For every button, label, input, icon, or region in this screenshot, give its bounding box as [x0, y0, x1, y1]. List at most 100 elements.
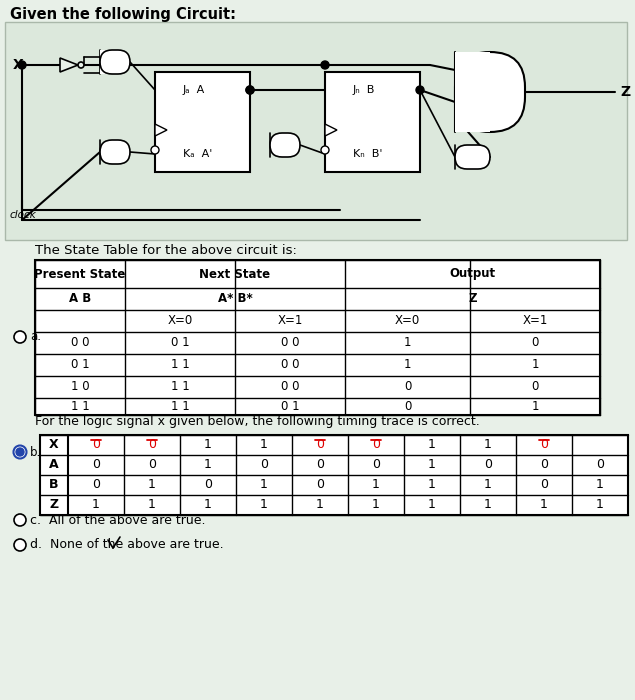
Text: Z: Z — [50, 498, 58, 512]
Circle shape — [246, 86, 254, 94]
Circle shape — [151, 146, 159, 154]
Text: 1: 1 — [531, 400, 538, 414]
Text: 1: 1 — [596, 498, 604, 512]
Text: X: X — [13, 58, 23, 72]
Text: 1: 1 — [372, 479, 380, 491]
Text: 1: 1 — [204, 438, 212, 452]
Text: 1: 1 — [531, 358, 538, 372]
Circle shape — [16, 448, 24, 456]
Text: d.  None of the above are true.: d. None of the above are true. — [30, 538, 224, 552]
Text: 1: 1 — [484, 438, 492, 452]
Text: 0: 0 — [531, 337, 538, 349]
Text: X=0: X=0 — [395, 314, 420, 328]
Bar — [100, 50, 117, 74]
Circle shape — [321, 146, 329, 154]
Text: 0 0: 0 0 — [281, 337, 299, 349]
Bar — [325, 72, 420, 172]
Text: 1: 1 — [92, 498, 100, 512]
Text: 1 1: 1 1 — [70, 400, 90, 414]
Text: Kₐ  A': Kₐ A' — [183, 149, 212, 159]
Text: 0: 0 — [148, 438, 156, 452]
Text: 1: 1 — [484, 498, 492, 512]
Text: 1: 1 — [428, 498, 436, 512]
Text: 1: 1 — [316, 498, 324, 512]
Text: Z: Z — [468, 293, 477, 305]
Text: 0: 0 — [92, 458, 100, 472]
Bar — [35, 260, 600, 415]
Text: 1: 1 — [428, 458, 436, 472]
Text: 0 0: 0 0 — [281, 358, 299, 372]
Text: Kₙ  B': Kₙ B' — [353, 149, 382, 159]
Text: Present State: Present State — [34, 267, 126, 281]
Text: Next State: Next State — [199, 267, 271, 281]
Text: 1: 1 — [260, 498, 268, 512]
Circle shape — [14, 539, 26, 551]
Text: For the logic signal x given below, the following timing trace is correct.: For the logic signal x given below, the … — [35, 416, 480, 428]
Text: X=1: X=1 — [523, 314, 547, 328]
Text: 1: 1 — [540, 498, 548, 512]
Text: 0: 0 — [531, 381, 538, 393]
Bar — [5, 22, 627, 240]
Text: B: B — [50, 479, 59, 491]
Text: 0: 0 — [404, 381, 411, 393]
FancyBboxPatch shape — [270, 133, 300, 157]
Text: 1: 1 — [596, 479, 604, 491]
Text: 0: 0 — [316, 479, 324, 491]
Text: 1: 1 — [404, 358, 411, 372]
Text: c.  All of the above are true.: c. All of the above are true. — [30, 514, 206, 526]
Text: 0: 0 — [316, 458, 324, 472]
Polygon shape — [325, 124, 337, 136]
Circle shape — [14, 331, 26, 343]
Text: 0 1: 0 1 — [171, 337, 189, 349]
Text: 0: 0 — [540, 458, 548, 472]
Text: 1: 1 — [260, 438, 268, 452]
Text: 0 1: 0 1 — [70, 358, 90, 372]
Text: 1: 1 — [204, 498, 212, 512]
Text: 0: 0 — [148, 458, 156, 472]
Text: 0: 0 — [260, 458, 268, 472]
Circle shape — [78, 62, 84, 68]
Bar — [455, 52, 490, 132]
Text: 0: 0 — [204, 479, 212, 491]
Text: 1: 1 — [484, 479, 492, 491]
Bar — [155, 72, 250, 172]
Text: X: X — [49, 438, 59, 452]
Text: Output: Output — [450, 267, 495, 281]
Text: 0: 0 — [484, 458, 492, 472]
Text: A B: A B — [69, 293, 91, 305]
Circle shape — [416, 86, 424, 94]
Text: 1: 1 — [148, 498, 156, 512]
Text: X=1: X=1 — [277, 314, 303, 328]
Text: 0 1: 0 1 — [281, 400, 299, 414]
Text: 0: 0 — [92, 479, 100, 491]
Text: The State Table for the above circuit is:: The State Table for the above circuit is… — [35, 244, 297, 256]
Text: 1: 1 — [428, 438, 436, 452]
Text: 0: 0 — [596, 458, 604, 472]
Text: Given the following Circuit:: Given the following Circuit: — [10, 6, 236, 22]
Text: 0: 0 — [316, 438, 324, 452]
Text: A* B*: A* B* — [218, 293, 252, 305]
Text: 0: 0 — [540, 479, 548, 491]
Text: 1: 1 — [372, 498, 380, 512]
Text: clock: clock — [10, 210, 37, 220]
Circle shape — [13, 445, 27, 458]
Text: Jₐ  A: Jₐ A — [183, 85, 205, 95]
Text: X=0: X=0 — [168, 314, 192, 328]
FancyBboxPatch shape — [455, 52, 525, 132]
Polygon shape — [155, 124, 167, 136]
FancyBboxPatch shape — [100, 50, 130, 74]
Text: 0: 0 — [372, 438, 380, 452]
Text: 1: 1 — [428, 479, 436, 491]
Text: 1 1: 1 1 — [171, 381, 189, 393]
Text: A: A — [49, 458, 59, 472]
FancyBboxPatch shape — [455, 145, 490, 169]
Circle shape — [14, 514, 26, 526]
Text: 0: 0 — [404, 400, 411, 414]
Text: 1 1: 1 1 — [171, 400, 189, 414]
Circle shape — [321, 61, 329, 69]
Text: 0: 0 — [372, 458, 380, 472]
Text: 0: 0 — [92, 438, 100, 452]
Text: 0 0: 0 0 — [70, 337, 90, 349]
Text: Jₙ  B: Jₙ B — [353, 85, 375, 95]
Text: 1: 1 — [204, 458, 212, 472]
